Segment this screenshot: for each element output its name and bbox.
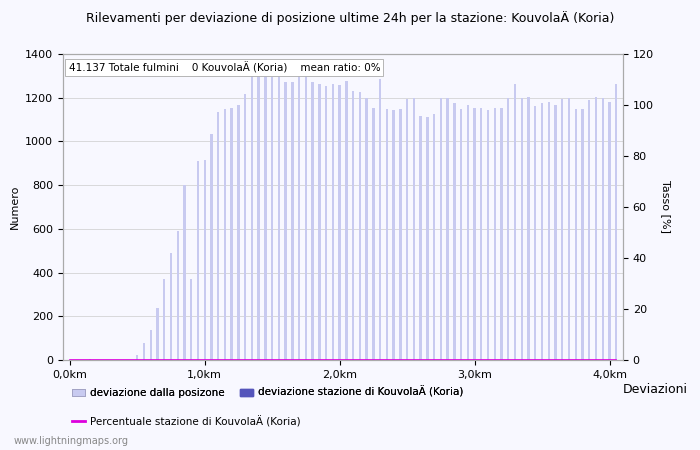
Bar [170,253,172,360]
Bar [372,108,375,360]
Bar [176,231,179,360]
Bar [338,85,341,360]
Bar [89,359,91,360]
Bar [514,84,516,360]
Bar [500,108,503,360]
Bar [541,103,543,360]
Text: 41.137 Totale fulmini    0 KouvolaÄ (Koria)    mean ratio: 0%: 41.137 Totale fulmini 0 KouvolaÄ (Koria)… [69,62,380,73]
Bar [419,116,422,360]
Bar [440,98,442,360]
Bar [480,108,482,360]
Bar [494,108,496,360]
Bar [190,279,193,360]
Bar [304,67,307,360]
Bar [534,107,536,360]
Bar [345,81,348,360]
Bar [210,134,213,360]
Bar [244,94,246,360]
Bar [237,105,239,360]
Bar [547,102,550,360]
Bar [561,99,564,360]
Bar [150,330,152,360]
Bar [284,82,287,360]
Bar [251,74,253,360]
Bar [197,161,199,360]
Bar [460,108,462,360]
Bar [386,108,388,360]
Bar [156,307,159,360]
Bar [426,117,428,360]
Bar [527,97,530,360]
Bar [568,98,570,360]
Bar [615,84,617,360]
Bar [183,185,186,360]
Text: Rilevamenti per deviazione di posizione ultime 24h per la stazione: KouvolaÄ (Ko: Rilevamenti per deviazione di posizione … [86,11,614,25]
Bar [601,98,604,360]
Bar [332,84,334,360]
Y-axis label: Tasso [%]: Tasso [%] [661,180,671,234]
Bar [507,98,510,360]
Bar [312,82,314,360]
Y-axis label: Numero: Numero [10,185,20,229]
Bar [608,102,610,360]
Text: Deviazioni: Deviazioni [623,383,688,396]
Bar [406,99,408,360]
Bar [487,110,489,360]
Legend: deviazione dalla posizone, deviazione stazione di KouvolaÄ (Koria): deviazione dalla posizone, deviazione st… [68,382,468,402]
Bar [595,97,597,360]
Bar [379,79,382,360]
Bar [271,77,273,360]
Bar [163,279,165,360]
Bar [473,108,476,360]
Bar [453,103,456,360]
Bar [325,86,328,360]
Bar [447,98,449,360]
Bar [433,114,435,360]
Bar [217,112,219,360]
Bar [230,108,233,360]
Legend: Percentuale stazione di KouvolaÄ (Koria): Percentuale stazione di KouvolaÄ (Koria) [68,412,305,431]
Bar [258,72,260,360]
Bar [136,355,139,360]
Bar [143,342,145,360]
Text: www.lightningmaps.org: www.lightningmaps.org [14,436,129,446]
Bar [264,70,267,360]
Bar [581,108,584,360]
Bar [291,82,293,360]
Bar [393,110,395,360]
Bar [224,108,226,360]
Bar [521,98,523,360]
Bar [365,98,368,360]
Bar [413,98,415,360]
Bar [204,160,206,360]
Bar [467,105,469,360]
Bar [278,76,280,360]
Bar [298,63,300,360]
Bar [358,92,361,360]
Bar [554,105,556,360]
Bar [399,108,402,360]
Bar [575,108,577,360]
Bar [588,100,590,360]
Bar [352,91,354,360]
Bar [318,84,321,360]
